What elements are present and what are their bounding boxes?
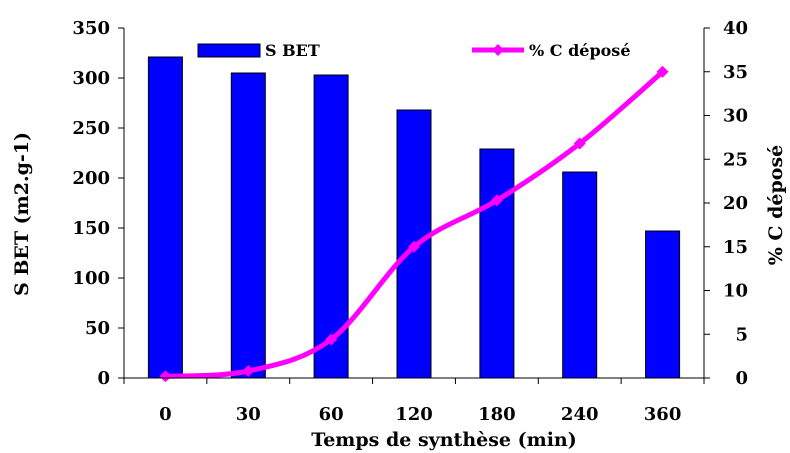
right-tick-label: 0 xyxy=(735,368,748,389)
bar-360 xyxy=(645,230,681,379)
right-tick-label: 5 xyxy=(735,324,748,345)
bar-0 xyxy=(147,56,183,379)
left-axis-ticks: 0 50 100 150 200 250 300 350 xyxy=(72,18,124,389)
y-axis-title: S BET (m2.g-1) xyxy=(11,132,33,296)
bar-30 xyxy=(230,72,266,379)
x-tick-label-0: 0 xyxy=(159,404,172,425)
y2-axis-title: % C déposé xyxy=(765,145,787,266)
right-tick-label: 25 xyxy=(723,149,748,170)
line-series-c-depose xyxy=(159,65,669,383)
left-tick-label: 200 xyxy=(72,168,110,189)
left-tick-label: 300 xyxy=(72,68,110,89)
left-tick-label: 150 xyxy=(72,218,110,239)
line-point-60 xyxy=(325,333,338,346)
right-tick-label: 15 xyxy=(723,237,748,258)
legend: S BET % C déposé xyxy=(197,41,631,60)
legend-swatch-s-bet xyxy=(197,43,261,58)
bar-series-s-bet xyxy=(147,56,681,379)
x-tick-label-180: 180 xyxy=(478,404,516,425)
line-point-180 xyxy=(490,194,503,207)
bar-60 xyxy=(313,74,349,379)
x-axis-ticks: 0 30 60 120 180 240 360 xyxy=(123,378,705,425)
line-point-360 xyxy=(656,65,669,78)
bar-180 xyxy=(479,148,515,379)
right-tick-label: 40 xyxy=(723,18,748,39)
bar-240 xyxy=(562,171,598,379)
right-tick-label: 20 xyxy=(723,193,748,214)
line-point-120 xyxy=(408,240,420,253)
right-axis-ticks: 0 5 10 15 20 25 30 35 40 xyxy=(704,18,748,389)
left-tick-label: 250 xyxy=(72,118,110,139)
line-point-240 xyxy=(573,137,586,150)
legend-label-s-bet: S BET xyxy=(265,41,320,60)
x-tick-label-60: 60 xyxy=(319,404,344,425)
x-tick-label-30: 30 xyxy=(236,404,261,425)
line-point-30 xyxy=(242,365,255,377)
left-tick-label: 0 xyxy=(97,368,110,389)
x-axis-title: Temps de synthèse (min) xyxy=(311,429,576,451)
legend-swatch-c-depose-marker xyxy=(492,44,504,56)
right-tick-label: 35 xyxy=(723,62,748,83)
line-point-0 xyxy=(159,370,172,383)
left-tick-label: 50 xyxy=(85,318,110,339)
x-tick-label-360: 360 xyxy=(644,404,682,425)
right-tick-label: 30 xyxy=(723,106,748,127)
right-tick-label: 10 xyxy=(723,281,748,302)
x-tick-label-240: 240 xyxy=(561,404,599,425)
legend-label-c-depose: % C déposé xyxy=(529,41,631,60)
x-tick-label-120: 120 xyxy=(395,404,433,425)
left-tick-label: 350 xyxy=(72,18,110,39)
left-tick-label: 100 xyxy=(72,268,110,289)
